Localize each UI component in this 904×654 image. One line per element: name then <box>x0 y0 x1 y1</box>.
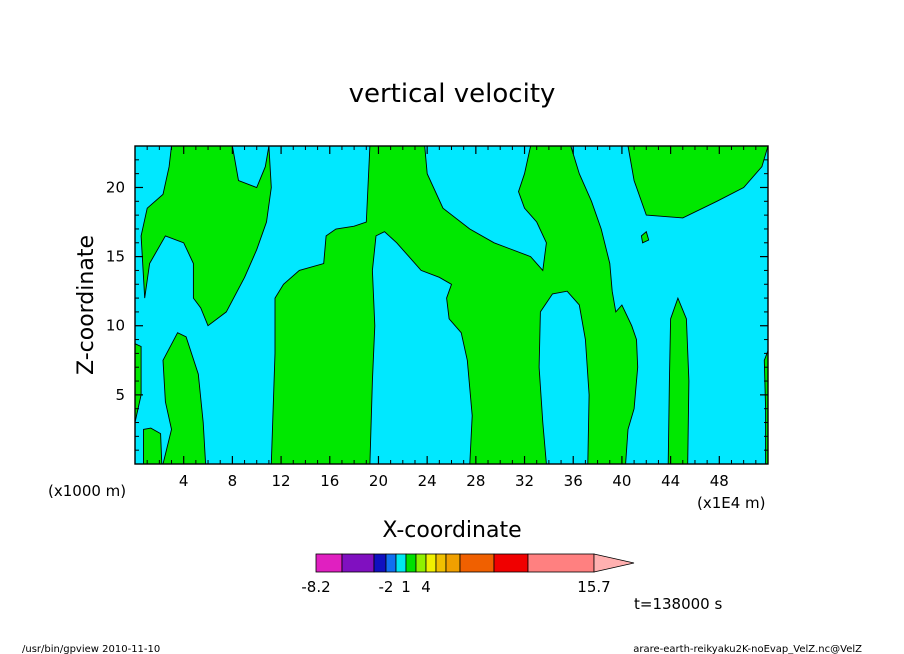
x-tick-label: 24 <box>418 472 437 490</box>
contour-region <box>627 145 769 219</box>
colorbar-segment <box>493 553 529 573</box>
colorbar-segment <box>435 553 447 573</box>
plot-area <box>134 145 769 465</box>
x-unit-label: (x1000 m) <box>48 482 126 500</box>
colorbar-labels: -8.2 -2 1 4 15.7 <box>301 578 610 596</box>
y-tick-label: 15 <box>106 248 125 266</box>
chart-title: vertical velocity <box>349 79 556 109</box>
colorbar-label: 15.7 <box>577 578 610 596</box>
colorbar-label: 4 <box>421 578 431 596</box>
y-tick-label: 20 <box>106 178 125 196</box>
footer-right: arare-earth-reikyaku2K-noEvap_VelZ.nc@Ve… <box>633 644 862 654</box>
y-tick-label: 10 <box>106 317 125 335</box>
contour-region <box>140 145 272 327</box>
colorbar-label: -2 <box>379 578 394 596</box>
colorbar-segment <box>405 553 417 573</box>
y-tick-label: 5 <box>115 386 125 404</box>
y-axis-title: Z-coordinate <box>74 235 99 375</box>
x-tick-label: 44 <box>661 472 680 490</box>
colorbar-segment <box>425 553 437 573</box>
colorbar-segment <box>315 553 343 573</box>
colorbar-segment <box>527 553 595 573</box>
footer-left: /usr/bin/gpview 2010-11-10 <box>22 644 160 654</box>
x-axis: 4 8 12 16 20 24 28 32 36 40 44 48 <box>146 146 757 490</box>
x-tick-label: 4 <box>179 472 189 490</box>
x-tick-label: 32 <box>515 472 534 490</box>
x-tick-label: 40 <box>612 472 631 490</box>
colorbar-arrow <box>593 553 635 573</box>
colorbar-segment <box>385 553 397 573</box>
time-label: t=138000 s <box>634 595 722 613</box>
colorbar-label: -8.2 <box>301 578 330 596</box>
colorbar-segment <box>395 553 407 573</box>
colorbar-segment <box>341 553 375 573</box>
x-tick-label: 28 <box>466 472 485 490</box>
colorbar-segment <box>445 553 461 573</box>
colorbar-segment <box>373 553 387 573</box>
colorbar-segment <box>459 553 495 573</box>
x-tick-label: 20 <box>369 472 388 490</box>
x-tick-label: 8 <box>228 472 238 490</box>
x-tick-label: 48 <box>710 472 729 490</box>
x-tick-label: 16 <box>320 472 339 490</box>
colorbar-segment <box>415 553 427 573</box>
y-axis: 5 10 15 20 <box>106 159 768 451</box>
contour-region <box>162 332 207 465</box>
x-tick-label: 36 <box>564 472 583 490</box>
x-axis-title: X-coordinate <box>382 518 521 543</box>
contour-region <box>667 296 690 465</box>
x-tick-label: 12 <box>272 472 291 490</box>
colorbar <box>315 553 635 573</box>
contour-region <box>640 230 650 244</box>
x-unit-label-right: (x1E4 m) <box>697 494 766 512</box>
colorbar-label: 1 <box>401 578 411 596</box>
